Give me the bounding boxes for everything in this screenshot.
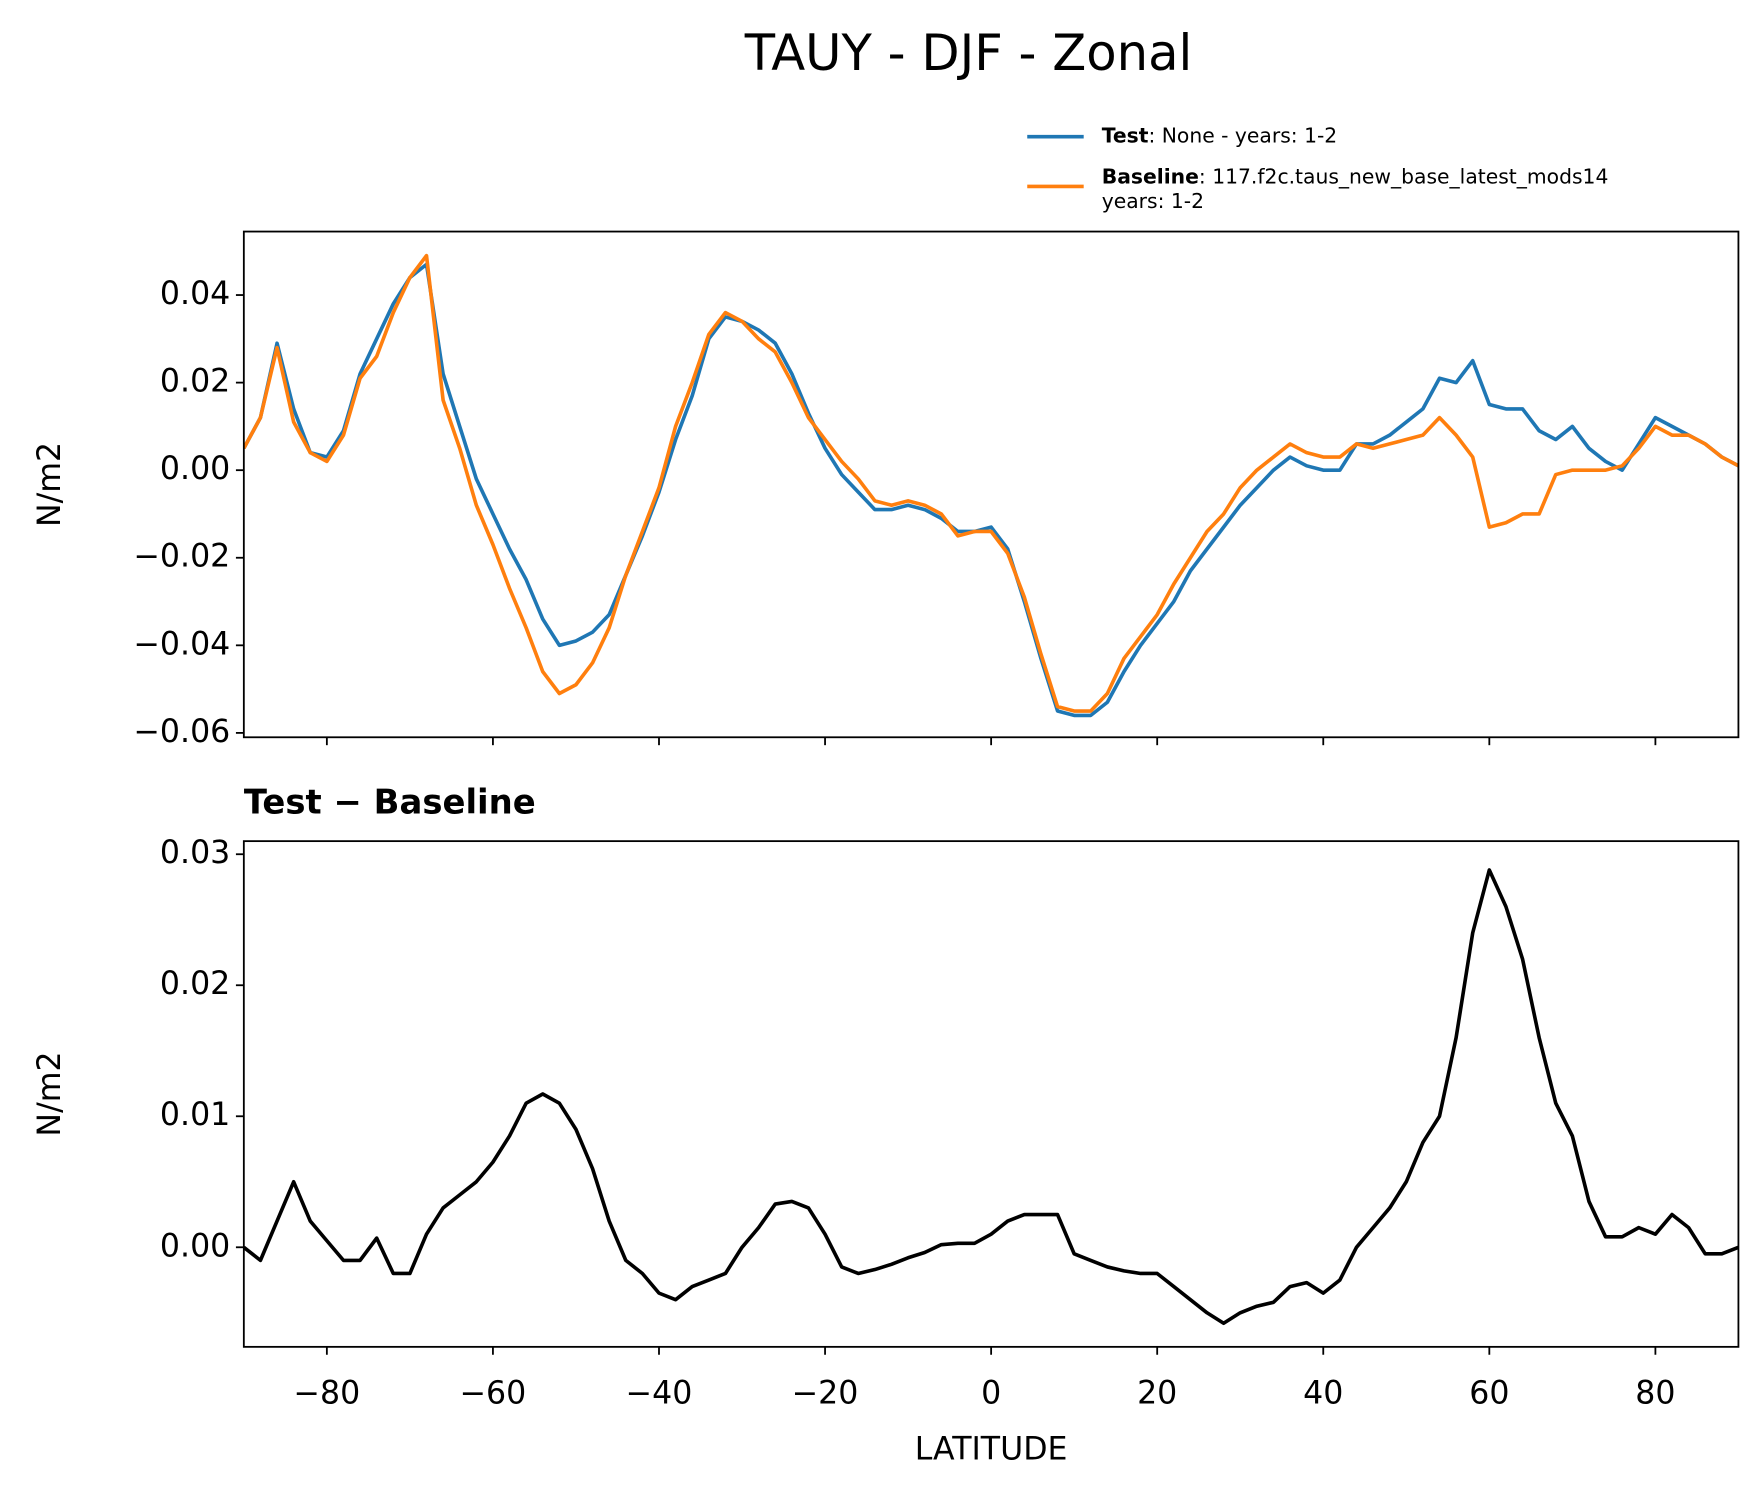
legend-detail-line: years: 1-2: [1102, 189, 1204, 213]
legend-label: Test: None - years: 1-2: [1102, 124, 1337, 148]
legend-detail: : 117.f2c.taus_new_base_latest_mods14: [1199, 164, 1608, 189]
legend-label: Baseline: 117.f2c.taus_new_base_latest_m…: [1102, 164, 1609, 189]
chart-title: TAUY - DJF - Zonal: [744, 24, 1193, 82]
x-tick-label: 40: [1303, 1375, 1343, 1411]
x-tick-label: −20: [792, 1375, 859, 1411]
x-tick-label: 80: [1635, 1375, 1675, 1411]
line-series: [243, 253, 1739, 713]
line-series: [243, 262, 1739, 718]
plot-frame: [242, 840, 1740, 1348]
y-tick-label: −0.06: [133, 714, 230, 750]
y-tick-label: −0.04: [133, 626, 230, 662]
panel-title: Test − Baseline: [244, 782, 536, 821]
x-axis-label: LATITUDE: [915, 1432, 1068, 1468]
legend-name: Test: [1102, 124, 1149, 148]
y-tick-label: −0.02: [133, 539, 230, 575]
y-axis-label: N/m2: [32, 442, 68, 527]
y-tick-label: 0.00: [160, 1228, 230, 1264]
x-tick-label: −80: [294, 1375, 361, 1411]
x-tick-label: 0: [981, 1375, 1001, 1411]
line-series: [243, 868, 1739, 1326]
plot-frame: [242, 230, 1740, 739]
y-axis-label: N/m2: [32, 1051, 68, 1136]
y-tick-label: 0.02: [160, 364, 230, 400]
y-tick-label: 0.03: [160, 835, 230, 871]
legend-name: Baseline: [1102, 164, 1199, 188]
x-tick-label: −60: [460, 1375, 527, 1411]
y-tick-label: 0.00: [160, 451, 230, 487]
y-tick-label: 0.01: [160, 1097, 230, 1133]
x-tick-label: 20: [1137, 1375, 1177, 1411]
x-tick-label: 60: [1469, 1375, 1509, 1411]
legend-detail: : None - years: 1-2: [1148, 124, 1337, 148]
y-tick-label: 0.02: [160, 966, 230, 1002]
x-tick-label: −40: [626, 1375, 693, 1411]
y-tick-label: 0.04: [160, 276, 230, 312]
